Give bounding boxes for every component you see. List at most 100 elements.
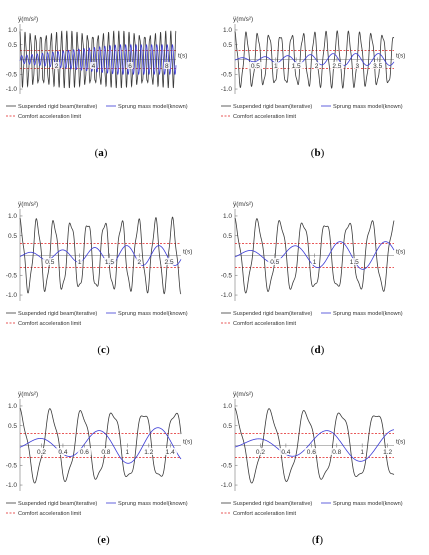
series-line-beam xyxy=(19,216,182,295)
x-tick-label-bg xyxy=(136,258,143,265)
panel-label-open: ( xyxy=(97,534,101,546)
y-tick-label: -0.5 xyxy=(6,272,18,279)
x-tick-label-bg xyxy=(163,448,177,455)
x-axis-label: t(s) xyxy=(183,249,192,256)
panel-label: (d) xyxy=(311,344,325,356)
chart-panel-d: ÿ(m/s²) t(s) -1.0 -0.5 0.5 1.0 0.5 1 1.5 Suspende… xyxy=(221,201,406,356)
x-tick-label: 3.5 xyxy=(373,63,382,70)
y-tick-label: -0.5 xyxy=(6,71,18,78)
panel-label-letter: a xyxy=(98,147,104,159)
x-tick-label: 0.2 xyxy=(256,449,265,456)
x-axis-label: t(s) xyxy=(178,53,187,60)
chart-panel-a: ÿ(m/s²) t(s) -1.0 -0.5 0.5 1.0 2 4 6 8 Suspended r… xyxy=(6,16,188,159)
x-tick-label: 0.2 xyxy=(37,449,46,456)
x-tick-label: 2.5 xyxy=(332,63,341,70)
chart-panel-f: ÿ(m/s²) t(s) -1.0 -0.5 0.5 1.0 0.2 0.4 0.6 0.8 1 1.… xyxy=(221,391,406,546)
series-line-sprung xyxy=(234,53,395,66)
series-line-beam xyxy=(19,30,177,89)
panel-label-close: ) xyxy=(106,344,110,356)
legend-label-beam: Suspended rigid beam(iterative) xyxy=(233,311,312,317)
chart-panel-c: ÿ(m/s²) t(s) -1.0 -0.5 0.5 1.0 0.5 1 1.5 2 2.5 Susp… xyxy=(6,201,193,356)
y-tick-label: 1.0 xyxy=(223,213,232,220)
series-line-sprung xyxy=(234,241,395,270)
x-tick-label: 0.4 xyxy=(281,449,290,456)
legend-label-sprung: Sprung mass model(known) xyxy=(118,104,188,110)
x-tick-label: 6 xyxy=(128,63,132,70)
x-tick-label-bg xyxy=(162,258,176,265)
x-tick-label-bg xyxy=(127,62,134,69)
x-tick-label-bg xyxy=(76,258,83,265)
panel-label-close: ) xyxy=(319,534,323,546)
legend-label-beam: Suspended rigid beam(iterative) xyxy=(233,104,312,110)
legend-label-sprung: Sprung mass model(known) xyxy=(118,311,188,317)
x-tick-label: 1 xyxy=(360,449,364,456)
x-tick-label: 2 xyxy=(137,259,141,266)
chart-panel-e: ÿ(m/s²) t(s) -1.0 -0.5 0.5 1.0 0.2 0.4 0.6 0.8 1 1.… xyxy=(6,391,193,546)
x-tick-label: 0.6 xyxy=(80,449,89,456)
x-axis-label: t(s) xyxy=(183,439,192,446)
panel-label-letter: e xyxy=(101,534,106,546)
y-tick-label: -1.0 xyxy=(6,86,18,93)
x-tick-label-bg xyxy=(102,258,117,265)
panel-label-open: ( xyxy=(311,147,315,159)
x-tick-label-bg xyxy=(53,62,60,69)
x-axis-label: t(s) xyxy=(396,249,405,256)
legend-label-beam: Suspended rigid beam(iterative) xyxy=(233,501,312,507)
panel-label: (f) xyxy=(312,534,323,546)
series-line-sprung xyxy=(234,429,395,462)
y-axis-label: ÿ(m/s²) xyxy=(233,391,253,398)
x-tick-label-bg xyxy=(142,448,156,455)
y-axis-label: ÿ(m/s²) xyxy=(18,201,38,208)
y-axis-label: ÿ(m/s²) xyxy=(18,391,38,398)
x-tick-label: 1.2 xyxy=(383,449,392,456)
x-tick-label: 2 xyxy=(315,63,319,70)
x-tick-label-bg xyxy=(380,448,395,455)
legend-label-beam: Suspended rigid beam(iterative) xyxy=(18,501,97,507)
x-tick-label: 1.4 xyxy=(166,449,175,456)
legend-label-beam: Suspended rigid beam(iterative) xyxy=(18,104,97,110)
chart-panel-b: ÿ(m/s²) t(s) -1.0 -0.5 0.5 1.0 0.5 1 1.5 2 2.5 3 3.5… xyxy=(221,16,406,159)
x-tick-label: 1.2 xyxy=(144,449,153,456)
legend-label-sprung: Sprung mass model(known) xyxy=(333,104,403,110)
panel-label-open: ( xyxy=(311,344,315,356)
panel-label: (c) xyxy=(97,344,110,356)
x-tick-label-bg xyxy=(330,448,344,455)
panel-label-close: ) xyxy=(321,344,325,356)
legend-label-comfort: Comfort acceleration limit xyxy=(18,511,82,517)
y-tick-label: 0.5 xyxy=(223,233,232,240)
y-tick-label: 0.5 xyxy=(223,423,232,430)
y-tick-label: 1.0 xyxy=(8,403,17,410)
panel-label-close: ) xyxy=(104,147,108,159)
legend-label-sprung: Sprung mass model(known) xyxy=(333,501,403,507)
x-tick-label: 1 xyxy=(313,259,317,266)
y-axis-label: ÿ(m/s²) xyxy=(233,16,253,23)
panel-label: (b) xyxy=(311,147,325,159)
x-tick-label: 1.5 xyxy=(292,63,301,70)
x-tick-label: 0.8 xyxy=(101,449,110,456)
panel-label-close: ) xyxy=(106,534,110,546)
x-tick-label-bg xyxy=(124,448,131,455)
legend-label-comfort: Comfort acceleration limit xyxy=(233,321,297,327)
y-tick-label: 1.0 xyxy=(223,27,232,34)
x-tick-label: 0.5 xyxy=(270,259,279,266)
x-tick-label: 4 xyxy=(92,63,96,70)
x-tick-label: 3 xyxy=(355,63,359,70)
x-tick-label-bg xyxy=(248,62,263,69)
x-tick-label-bg xyxy=(34,448,49,455)
x-tick-label-bg xyxy=(313,62,320,69)
y-axis-label: ÿ(m/s²) xyxy=(18,16,38,23)
x-tick-label-bg xyxy=(56,448,70,455)
x-tick-label-bg xyxy=(279,448,293,455)
x-tick-label-bg xyxy=(163,62,170,69)
x-tick-label-bg xyxy=(77,448,92,455)
panel-label: (e) xyxy=(97,534,110,546)
y-tick-label: -1.0 xyxy=(221,86,233,93)
legend-label-comfort: Comfort acceleration limit xyxy=(18,321,82,327)
x-tick-label: 0.5 xyxy=(45,259,54,266)
y-tick-label: 0.5 xyxy=(223,42,232,49)
panel-label-close: ) xyxy=(321,147,325,159)
panel-label-open: ( xyxy=(312,534,316,546)
y-tick-label: -0.5 xyxy=(221,71,233,78)
x-axis-label: t(s) xyxy=(396,439,405,446)
